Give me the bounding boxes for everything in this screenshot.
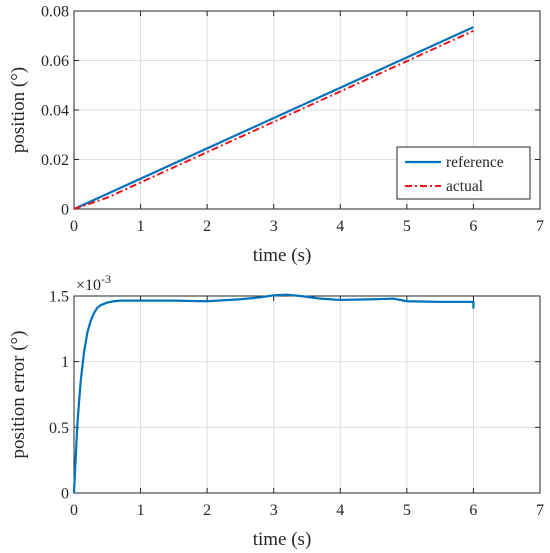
- x-tick-label: 3: [270, 218, 278, 235]
- x-tick-label: 2: [203, 218, 211, 235]
- y-multiplier: ×10-3: [76, 272, 111, 294]
- y-tick-label: 0: [61, 486, 69, 503]
- y-tick-label: 0.04: [41, 103, 69, 120]
- x-tick-label: 1: [137, 502, 145, 519]
- x-tick-label: 1: [137, 218, 145, 235]
- y-multiplier-exponent: -3: [101, 272, 111, 286]
- x-tick-label: 5: [403, 502, 411, 519]
- legend-label-reference: reference: [446, 154, 504, 171]
- y-tick-label: 1.5: [49, 289, 69, 306]
- x-tick-label: 2: [203, 502, 211, 519]
- x-axis-label: time (s): [253, 245, 312, 266]
- y-multiplier-base: ×10: [76, 277, 101, 294]
- x-tick-label: 0: [70, 502, 78, 519]
- series-line-actual: [73, 29, 474, 210]
- legend-box: [396, 146, 531, 200]
- legend-label-actual: actual: [446, 178, 483, 195]
- series-line-reference: [73, 26, 474, 211]
- axes-box: [73, 295, 541, 494]
- y-tick-label: 0.08: [41, 4, 69, 21]
- x-tick-label: 4: [336, 218, 344, 235]
- y-tick-label: 0.5: [49, 420, 69, 437]
- x-tick-label: 5: [403, 218, 411, 235]
- x-tick-label: 6: [469, 218, 477, 235]
- position-error-plot: 0 1 2 3 4 5 6 7 0 0.5 1 1.5 time (s) position error (…: [8, 272, 544, 550]
- x-axis-label: time (s): [253, 529, 312, 550]
- y-tick-label: 1: [61, 354, 69, 371]
- y-axis-label: position (°): [8, 67, 29, 153]
- x-tick-label: 3: [270, 502, 278, 519]
- x-tick-label: 7: [536, 218, 544, 235]
- x-tick-label: 4: [336, 502, 344, 519]
- series-line-series-0: [72, 293, 475, 494]
- y-tick-label: 0.02: [41, 152, 69, 169]
- y-tick-label: 0.06: [41, 53, 69, 70]
- y-tick-label: 0: [61, 202, 69, 219]
- y-axis-label: position error (°): [8, 331, 29, 459]
- x-tick-label: 0: [70, 218, 78, 235]
- x-tick-label: 7: [536, 502, 544, 519]
- x-tick-label: 6: [469, 502, 477, 519]
- position-plot: 0 1 2 3 4 5 6 7 0 0.02 0.04 0.06 0.08 time (s) positio…: [8, 4, 544, 267]
